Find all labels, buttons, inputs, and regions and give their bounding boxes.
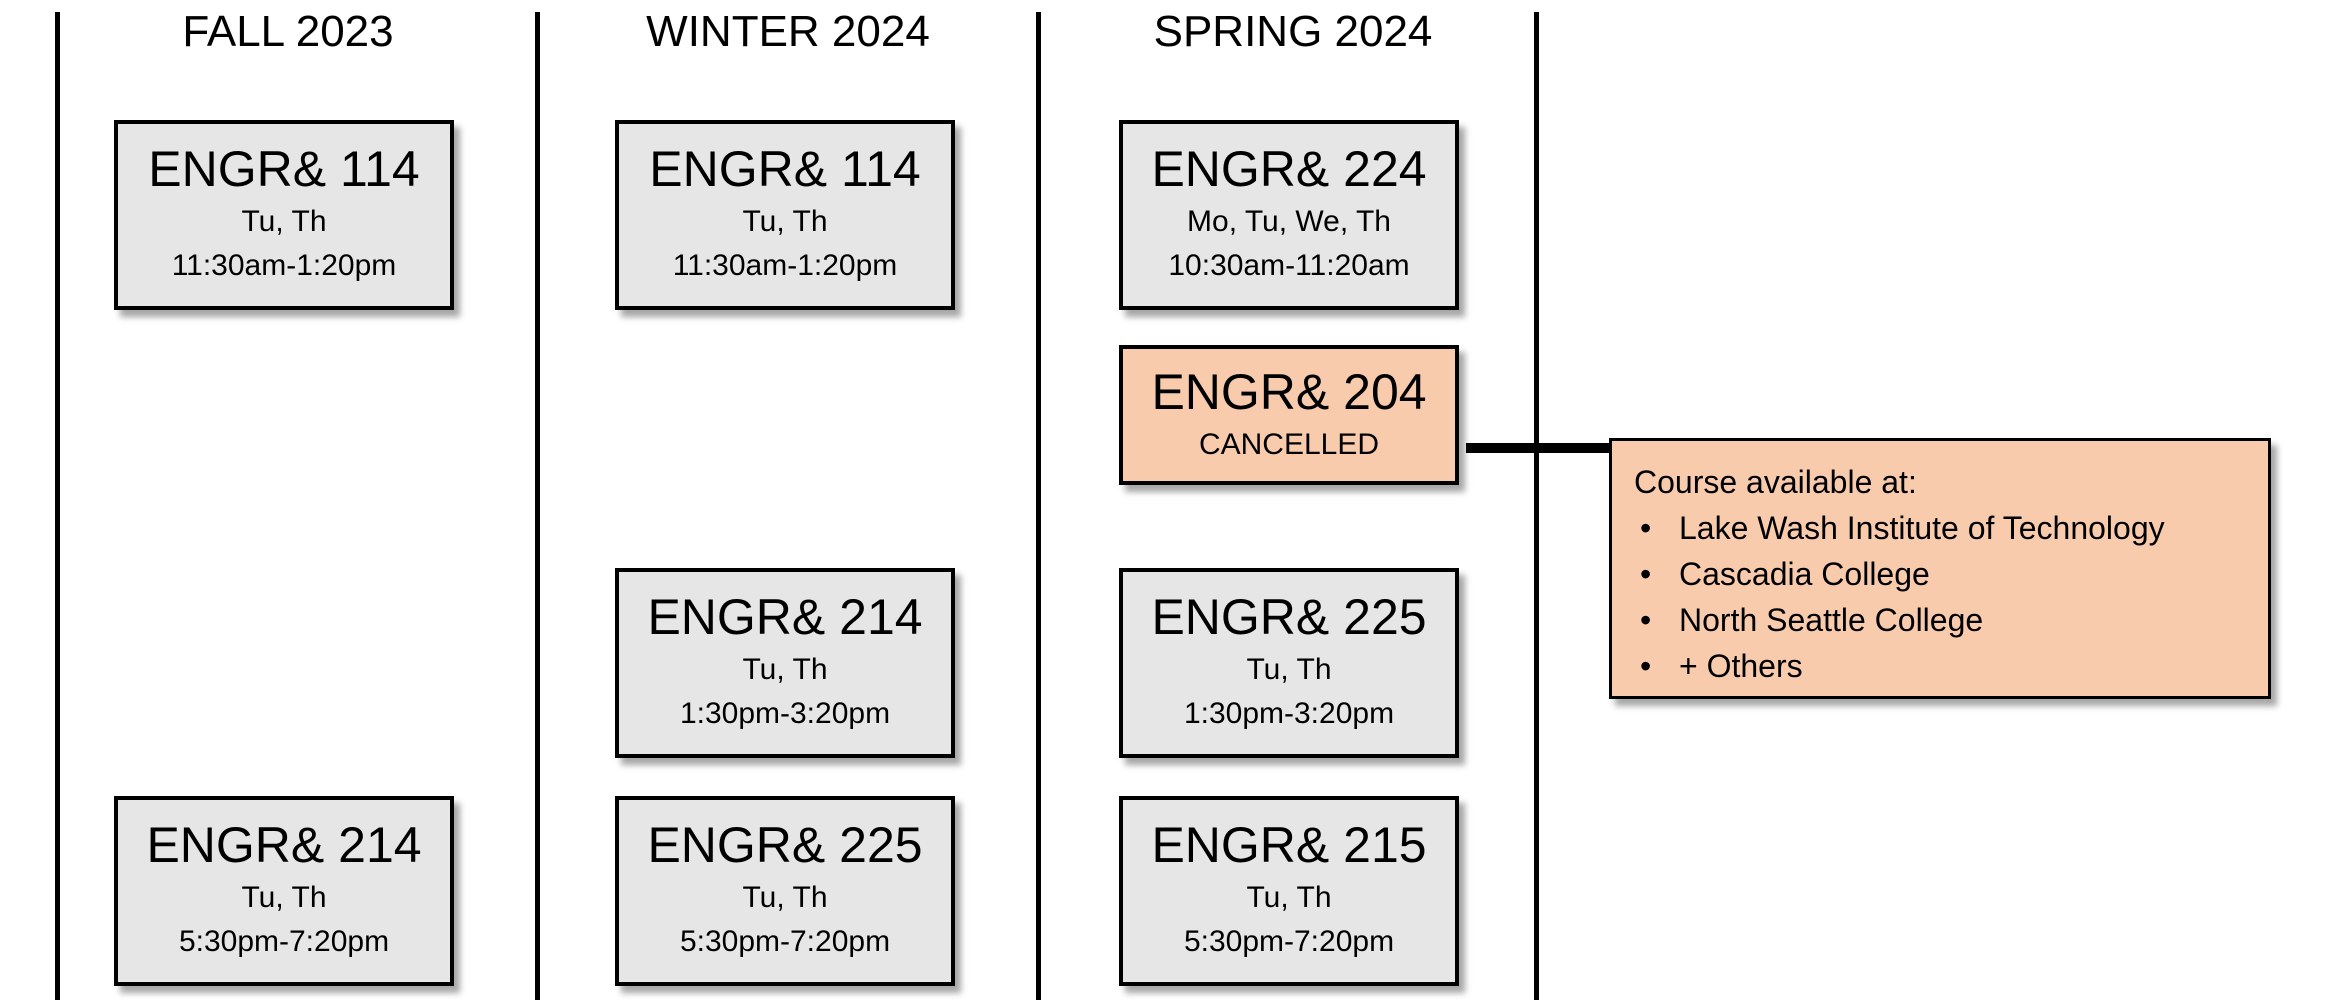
column-header-fall-2023: FALL 2023 [182,7,394,56]
course-time: 11:30am-1:20pm [171,249,397,282]
course-time: 1:30pm-3:20pm [679,697,891,730]
course-code: ENGR& 225 [647,817,923,873]
course-box: ENGR& 114 Tu, Th 11:30am-1:20pm [114,120,454,310]
availability-note: Course available at: Lake Wash Institute… [1609,438,2271,699]
course-time: 5:30pm-7:20pm [1183,925,1395,958]
course-days: Mo, Tu, We, Th [1187,205,1391,238]
list-item: + Others [1634,643,2246,689]
course-box: ENGR& 225 Tu, Th 1:30pm-3:20pm [1119,568,1459,758]
course-time: 5:30pm-7:20pm [679,925,891,958]
course-days: Tu, Th [1246,881,1332,914]
column-header-spring-2024: SPRING 2024 [1153,7,1433,56]
course-time: 5:30pm-7:20pm [178,925,390,958]
college-list: Lake Wash Institute of Technology Cascad… [1634,505,2246,689]
course-code: ENGR& 224 [1151,141,1427,197]
course-box: ENGR& 225 Tu, Th 5:30pm-7:20pm [615,796,955,986]
course-time: 10:30am-11:20am [1168,249,1410,282]
list-item: North Seattle College [1634,597,2246,643]
course-code: ENGR& 214 [647,589,923,645]
course-box: ENGR& 215 Tu, Th 5:30pm-7:20pm [1119,796,1459,986]
note-heading: Course available at: [1634,464,1917,500]
course-box: ENGR& 224 Mo, Tu, We, Th 10:30am-11:20am [1119,120,1459,310]
course-days: Tu, Th [1246,653,1332,686]
course-box: ENGR& 114 Tu, Th 11:30am-1:20pm [615,120,955,310]
column-divider [55,12,60,1000]
course-days: Tu, Th [241,881,327,914]
course-time: 11:30am-1:20pm [672,249,898,282]
course-days: Tu, Th [241,205,327,238]
course-code: ENGR& 225 [1151,589,1427,645]
cancelled-status: CANCELLED [1198,428,1380,461]
course-code: ENGR& 114 [148,141,420,197]
list-item: Lake Wash Institute of Technology [1634,505,2246,551]
cancelled-course-box: ENGR& 204 CANCELLED [1119,345,1459,485]
course-code: ENGR& 114 [649,141,921,197]
course-box: ENGR& 214 Tu, Th 5:30pm-7:20pm [114,796,454,986]
course-days: Tu, Th [742,205,828,238]
course-days: Tu, Th [742,881,828,914]
course-days: Tu, Th [742,653,828,686]
column-divider [535,12,540,1000]
course-box: ENGR& 214 Tu, Th 1:30pm-3:20pm [615,568,955,758]
column-divider [1036,12,1041,1000]
course-time: 1:30pm-3:20pm [1183,697,1395,730]
list-item: Cascadia College [1634,551,2246,597]
course-code: ENGR& 214 [146,817,422,873]
column-header-winter-2024: WINTER 2024 [646,7,930,56]
course-code: ENGR& 204 [1151,364,1427,420]
course-code: ENGR& 215 [1151,817,1427,873]
connector-line [1466,443,1609,453]
column-divider [1534,12,1539,1000]
